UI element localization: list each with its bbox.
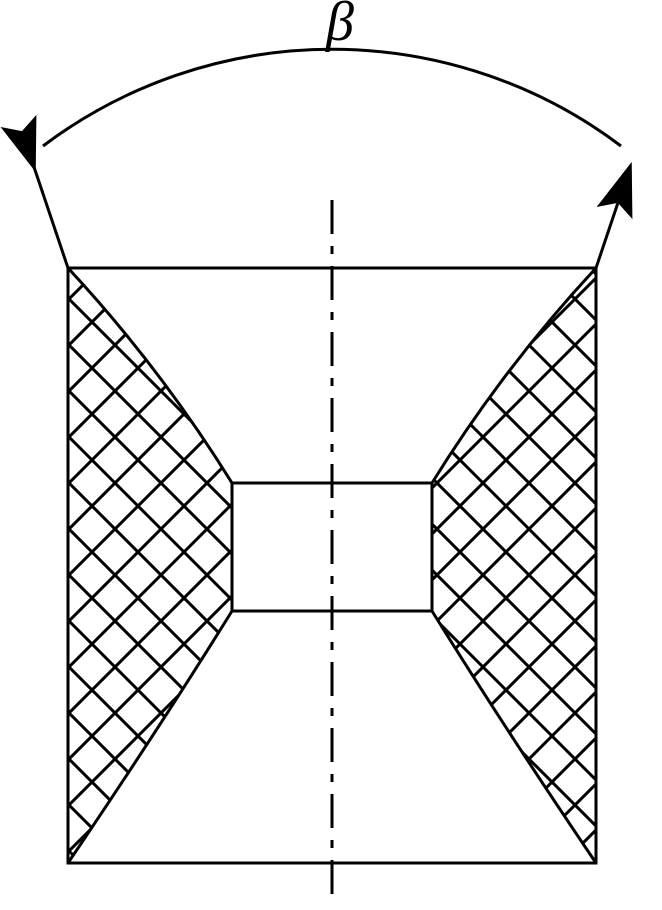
diagram-canvas: β xyxy=(0,0,662,910)
hatched-wall-left xyxy=(68,268,232,863)
angle-arc xyxy=(43,49,621,146)
hatched-wall-right xyxy=(432,268,596,863)
angle-leader-right xyxy=(596,167,630,268)
angle-label: β xyxy=(325,0,354,53)
angle-leader-left xyxy=(34,167,68,268)
